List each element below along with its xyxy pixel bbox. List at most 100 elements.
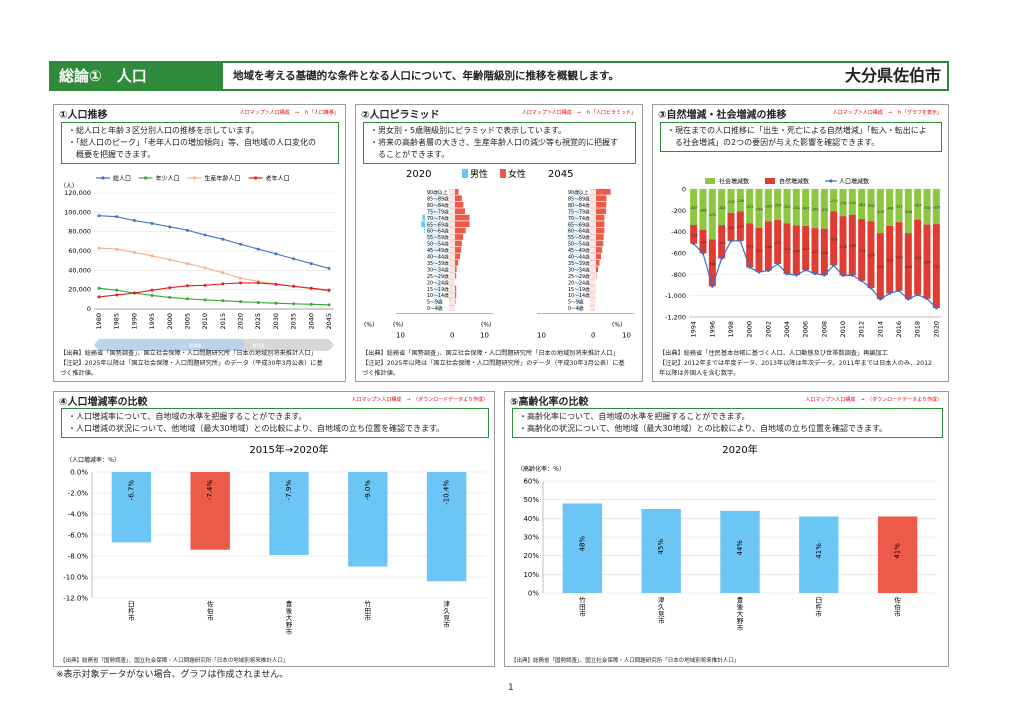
age-label: 75～79歳 [568, 208, 590, 215]
age-label: 5～9歳 [427, 299, 443, 306]
data-point [132, 291, 136, 295]
age-label: 35～39歳 [427, 260, 449, 267]
total-change-point [710, 284, 714, 288]
data-point [168, 225, 172, 229]
natural-change-bar [708, 239, 716, 287]
age-label-bg [566, 208, 596, 214]
panel-title: ②人口ピラミッド [361, 110, 440, 121]
data-point [185, 297, 189, 301]
social-value-label: -322 [746, 205, 754, 209]
panel-link[interactable]: 人口マップ＞人口構成 → ｈ「人口ピラミッド」 [521, 110, 636, 116]
social-change-bar [914, 189, 922, 220]
natural-change-bar [904, 233, 912, 300]
total-change-point [832, 263, 836, 267]
natural-change-bar [774, 219, 782, 264]
total-change-point [766, 269, 770, 272]
legend-female-label: 女性 [508, 168, 526, 180]
natural-change-bar [830, 211, 838, 266]
x-tick-label: 10 [537, 332, 546, 340]
legend-marker [829, 179, 833, 183]
age-label-bg [566, 260, 596, 266]
social-change-bar [727, 189, 735, 213]
panel-link[interactable]: 人口マップ＞人口構成 → ｈ「人口推移」 [239, 110, 339, 116]
category-label-char: 伯 [894, 602, 901, 611]
y-tick-label: -600 [671, 250, 686, 258]
data-point [256, 301, 260, 305]
pyramid-bar-female [590, 195, 607, 202]
age-label: 70～74歳 [427, 215, 449, 222]
x-tick-label: 1990 [130, 313, 138, 330]
legend-marker [254, 176, 258, 180]
total-change-point [925, 297, 929, 301]
data-point [327, 303, 331, 307]
social-change-bar [876, 189, 884, 234]
social-value-label: -347 [802, 207, 810, 211]
x-tick-label: 0 [450, 332, 454, 340]
category-label-char: 市 [286, 627, 293, 636]
pyramid-bar-female [449, 240, 462, 247]
natural-change-bar [718, 225, 726, 259]
social-value-label: -413 [876, 210, 884, 214]
natural-change-bar [690, 224, 698, 244]
natural-value-label: -415 [755, 249, 763, 253]
y-tick-label: 100,000 [64, 208, 91, 216]
age-label-bg [425, 305, 455, 311]
age-label-bg [425, 279, 455, 285]
category-label-char: 竹 [579, 595, 586, 604]
social-value-label: -287 [914, 203, 922, 207]
panel-source: 【出典】総務省「住民基本台帳に基づく人口、人口動態及び世帯数調査」再編加工 【注記… [659, 350, 932, 377]
legend-marker [192, 176, 196, 180]
y-tick-label: 40,000 [68, 266, 91, 274]
age-label: 40～44歳 [568, 254, 590, 261]
category-label-char: 杵 [128, 606, 135, 615]
social-value-label: -472 [708, 213, 716, 217]
category-label-char: 竹 [365, 599, 372, 608]
social-value-label: -367 [811, 208, 819, 212]
age-label-bg [425, 208, 455, 214]
panel-population-pyramid: ②人口ピラミッド 人口マップ＞人口構成 → ｈ「人口ピラミッド」 ・男女別・5歳… [355, 104, 643, 382]
legend-label: 社会増減数 [719, 178, 749, 186]
total-change-point [776, 262, 780, 266]
x-tick-label: 2040 [307, 313, 315, 330]
social-value-label: -334 [923, 206, 932, 210]
natural-value-label: -474 [783, 248, 792, 252]
y-tick-label: 0% [528, 590, 539, 598]
data-point [150, 293, 154, 297]
category-label-char: 久 [443, 606, 450, 615]
panel-notes: ・男女別・5歳階級別にピラミッドで表示しています。 ・将来の高齢者層の大きさ、生産… [363, 122, 636, 164]
total-change-point [813, 272, 817, 276]
category-label-char: 田 [579, 603, 586, 611]
age-label-bg [566, 227, 596, 234]
category-label-char: 市 [894, 609, 901, 618]
bar [720, 510, 760, 593]
data-label: -6.7% [127, 480, 135, 501]
panel-growth-rate-comparison: ④人口増減率の比較 人口マップ＞人口構成 → （ダウンロードデータより作成） ・… [53, 391, 495, 667]
natural-value-label: -556 [839, 245, 848, 249]
natural-change-bar [914, 219, 922, 295]
age-label-bg [566, 195, 596, 202]
bar [190, 472, 230, 550]
panel-link[interactable]: 人口マップ＞人口構成 → ｈ「グラフを表示」 [832, 110, 942, 116]
panel-link[interactable]: 人口マップ＞人口構成 → （ダウンロードデータより作成） [805, 397, 942, 403]
age-label: 85～89歳 [427, 195, 449, 202]
pyramid-bar-female [590, 214, 605, 221]
panel-link[interactable]: 人口マップ＞人口構成 → （ダウンロードデータより作成） [351, 397, 488, 403]
x-tick-label: 2004 [783, 321, 791, 338]
page-number: 1 [508, 683, 514, 693]
natural-value-label: -460 [764, 245, 773, 249]
y-tick-label: 20,000 [68, 286, 91, 294]
natural-change-bar [886, 225, 894, 294]
x-tick-label: 2035 [290, 313, 298, 330]
chart-title: 2015年→2020年 [249, 443, 328, 456]
age-label-bg [566, 305, 596, 311]
social-value-label: -302 [867, 204, 875, 208]
age-label: 40～44歳 [427, 254, 449, 261]
data-point [203, 233, 207, 237]
panel-natural-social-change: ③自然増減・社会増減の推移 人口マップ＞人口構成 → ｈ「グラフを表示」 ・現在… [652, 104, 949, 382]
natural-change-bar [736, 211, 744, 241]
data-point [274, 301, 278, 305]
social-change-bar [904, 189, 912, 234]
category-label-char: 久 [658, 602, 665, 611]
y-axis-label: （人口増減率：％） [66, 456, 120, 464]
pyramid-bar-female [449, 214, 470, 221]
